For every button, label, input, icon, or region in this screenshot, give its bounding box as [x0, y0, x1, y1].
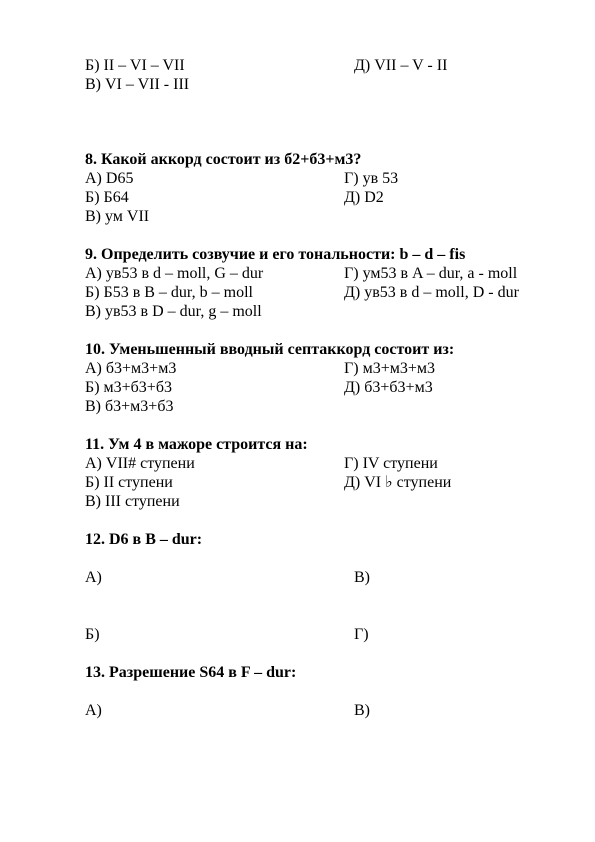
- option-v: В) III ступени: [85, 493, 180, 510]
- spacer: [85, 606, 595, 625]
- option-d: Д) б3+б3+м3: [344, 378, 433, 397]
- spacer: [85, 549, 595, 568]
- spacer: [85, 587, 595, 606]
- option-a: А): [85, 701, 340, 720]
- option-v: В): [354, 701, 370, 720]
- option-v: В) ум VII: [85, 208, 149, 225]
- question-12-row: А) В): [85, 568, 595, 587]
- document-page: Б) II – VI – VII Д) VII – V - II В) VI –…: [0, 0, 595, 842]
- intro-option-row: Б) II – VI – VII Д) VII – V - II: [85, 56, 595, 75]
- option-a: А) ув53 в d – moll, G – dur: [85, 264, 340, 283]
- question-10-row: Б) м3+б3+б3 Д) б3+б3+м3: [85, 378, 595, 397]
- question-9-title: 9. Определить созвучие и его тональности…: [85, 245, 595, 264]
- option-d: Д) ув53 в d – moll, D - dur: [344, 283, 519, 302]
- spacer: [85, 682, 595, 701]
- question-10-row: А) б3+м3+м3 Г) м3+м3+м3: [85, 359, 595, 378]
- spacer: [85, 94, 595, 150]
- spacer: [85, 321, 595, 340]
- question-10-row: В) б3+м3+б3: [85, 397, 595, 416]
- question-11-row: А) VII# ступени Г) IV ступени: [85, 454, 595, 473]
- question-10-title: 10. Уменьшенный вводный септаккорд состо…: [85, 340, 595, 359]
- option-g: Г): [354, 625, 369, 644]
- option-b: Б) Б53 в B – dur, b – moll: [85, 283, 340, 302]
- option-d: Д) D2: [344, 188, 384, 207]
- option-b: Б) м3+б3+б3: [85, 378, 340, 397]
- question-8-row: Б) Б64 Д) D2: [85, 188, 595, 207]
- option-b: Б) II – VI – VII: [85, 56, 340, 75]
- option-a: А): [85, 568, 340, 587]
- question-9-row: В) ув53 в D – dur, g – moll: [85, 302, 595, 321]
- option-g: Г) ув 53: [344, 169, 398, 188]
- option-v: В) б3+м3+б3: [85, 398, 173, 415]
- option-a: А) VII# ступени: [85, 454, 340, 473]
- question-9-row: А) ув53 в d – moll, G – dur Г) ум53 в A …: [85, 264, 595, 283]
- intro-option-row: В) VI – VII - III: [85, 75, 595, 94]
- spacer: [85, 416, 595, 435]
- question-9-row: Б) Б53 в B – dur, b – moll Д) ув53 в d –…: [85, 283, 595, 302]
- option-v: В): [354, 568, 370, 587]
- option-d: Д) VII – V - II: [354, 56, 447, 75]
- question-11-row: В) III ступени: [85, 492, 595, 511]
- option-b: Б) Б64: [85, 188, 340, 207]
- question-8-title: 8. Какой аккорд состоит из б2+б3+м3?: [85, 150, 595, 169]
- option-g: Г) ум53 в A – dur, a - moll: [344, 264, 517, 283]
- option-v: В) ув53 в D – dur, g – moll: [85, 303, 262, 320]
- option-g: Г) м3+м3+м3: [344, 359, 435, 378]
- option-v: В) VI – VII - III: [85, 76, 189, 93]
- question-13-row: А) В): [85, 701, 595, 720]
- option-b: Б): [85, 625, 340, 644]
- spacer: [85, 226, 595, 245]
- question-11-title: 11. Ум 4 в мажоре строится на:: [85, 435, 595, 454]
- question-11-row: Б) II ступени Д) VI ♭ ступени: [85, 473, 595, 492]
- option-b: Б) II ступени: [85, 473, 340, 492]
- question-8-row: В) ум VII: [85, 207, 595, 226]
- spacer: [85, 644, 595, 663]
- option-a: А) б3+м3+м3: [85, 359, 340, 378]
- question-12-title: 12. D6 в B – dur:: [85, 530, 595, 549]
- option-a: А) D65: [85, 169, 340, 188]
- option-g: Г) IV ступени: [344, 454, 438, 473]
- option-d: Д) VI ♭ ступени: [344, 473, 451, 492]
- question-8-row: А) D65 Г) ув 53: [85, 169, 595, 188]
- question-12-row: Б) Г): [85, 625, 595, 644]
- question-13-title: 13. Разрешение S64 в F – dur:: [85, 663, 595, 682]
- spacer: [85, 511, 595, 530]
